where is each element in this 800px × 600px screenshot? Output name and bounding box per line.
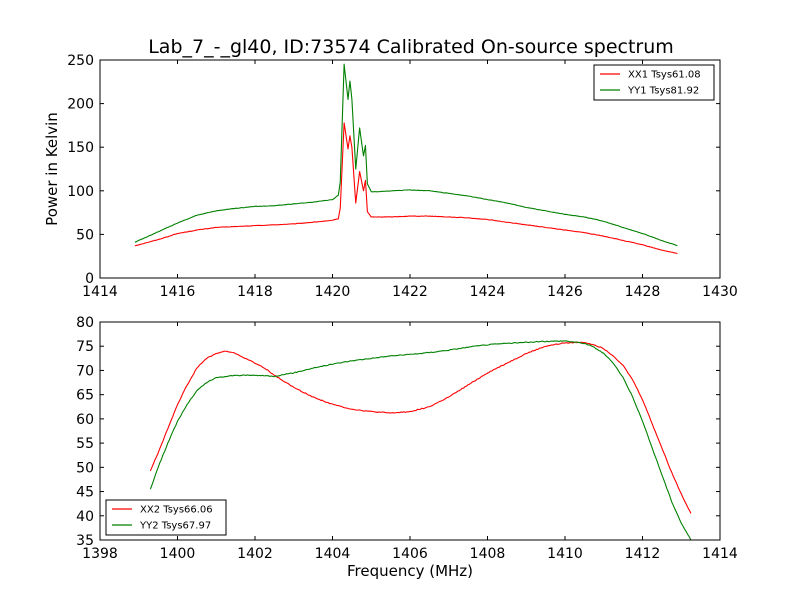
top-x-tick-label: 1424 — [470, 284, 506, 300]
top-plot-frame — [99, 59, 721, 279]
chart-title: Lab_7_-_gl40, ID:73574 Calibrated On-sou… — [148, 36, 674, 58]
bottom-y-tick-label: 55 — [76, 436, 94, 452]
bottom-series-line-1 — [149, 340, 692, 540]
bottom-y-tick-label: 35 — [76, 533, 94, 549]
bottom-y-tick-label: 45 — [76, 485, 94, 501]
top-ticks: 1414 1416 1418 1420 1422 1424 1426 1428 1430 0 50 1… — [67, 53, 738, 300]
top-y-axis-label: Power in Kelvin — [43, 112, 61, 226]
bottom-y-tick-label: 50 — [76, 460, 94, 476]
bottom-ticks: 1398 1400 1402 1404 1406 1408 1410 1412 1414 35 40… — [76, 315, 738, 562]
top-y-tick-label: 50 — [76, 227, 94, 243]
top-x-tick-label: 1420 — [315, 284, 351, 300]
top-x-tick-label: 1422 — [392, 284, 428, 300]
top-x-tick-label: 1416 — [160, 284, 196, 300]
top-legend-label-0: XX1 Tsys61.08 — [628, 70, 701, 81]
bottom-x-tick-label: 1410 — [547, 546, 583, 562]
bottom-y-tick-label: 60 — [76, 412, 94, 428]
top-legend-label-1: YY1 Tsys81.92 — [627, 86, 699, 97]
bottom-x-tick-label: 1404 — [315, 546, 351, 562]
bottom-legend-box — [105, 499, 227, 536]
top-x-tick-label: 1414 — [82, 284, 118, 300]
bottom-legend-label-0: XX2 Tsys66.06 — [140, 505, 213, 516]
top-plot-panel: 1414 1416 1418 1420 1422 1424 1426 1428 1430 0 50 1… — [43, 53, 738, 300]
bottom-legend-label-1: YY2 Tsys67.97 — [139, 521, 211, 532]
bottom-legend: XX2 Tsys66.06 YY2 Tsys67.97 — [105, 499, 227, 536]
bottom-x-tick-label: 1400 — [160, 546, 196, 562]
bottom-plot-panel: 1398 1400 1402 1404 1406 1408 1410 1412 1414 35 40… — [76, 315, 738, 580]
top-y-tick-label: 250 — [67, 53, 94, 69]
bottom-y-tick-label: 75 — [76, 339, 94, 355]
bottom-series-line-0 — [149, 341, 692, 514]
bottom-series-layer — [149, 340, 692, 540]
bottom-y-tick-label: 80 — [76, 315, 94, 331]
bottom-x-tick-label: 1408 — [470, 546, 506, 562]
bottom-x-tick-label: 1402 — [237, 546, 273, 562]
top-series-line-0 — [134, 122, 678, 255]
top-x-tick-label: 1418 — [237, 284, 273, 300]
top-y-tick-label: 150 — [67, 140, 94, 156]
bottom-y-tick-label: 65 — [76, 388, 94, 404]
bottom-y-tick-label: 40 — [76, 509, 94, 525]
bottom-plot-frame — [99, 321, 721, 541]
top-y-tick-label: 0 — [85, 271, 94, 287]
bottom-x-tick-label: 1414 — [702, 546, 738, 562]
bottom-x-tick-label: 1406 — [392, 546, 428, 562]
bottom-y-tick-label: 70 — [76, 363, 94, 379]
top-y-tick-label: 100 — [67, 184, 94, 200]
top-x-tick-label: 1430 — [702, 284, 738, 300]
top-legend: XX1 Tsys61.08 YY1 Tsys81.92 — [593, 64, 715, 101]
top-legend-box — [593, 64, 715, 101]
bottom-x-tick-label: 1398 — [82, 546, 118, 562]
top-x-tick-label: 1426 — [547, 284, 583, 300]
top-series-layer — [134, 63, 678, 255]
top-y-tick-label: 200 — [67, 97, 94, 113]
top-series-line-1 — [134, 63, 678, 247]
bottom-x-axis-label: Frequency (MHz) — [347, 562, 473, 580]
top-x-tick-label: 1428 — [625, 284, 661, 300]
bottom-x-tick-label: 1412 — [625, 546, 661, 562]
